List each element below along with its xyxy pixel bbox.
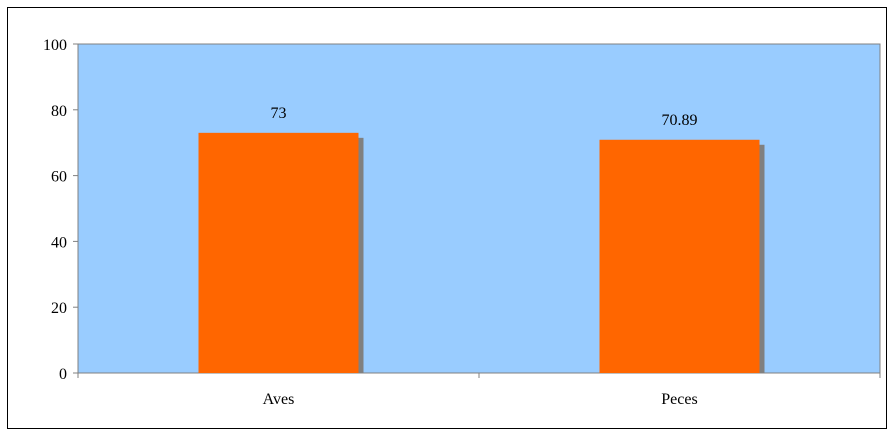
chart-marks: 0 20 40 60 80 100 73 Aves 70.89 Peces <box>43 37 881 408</box>
y-tick-label: 80 <box>51 103 67 120</box>
bar-aves <box>198 132 359 373</box>
x-category-label: Aves <box>263 391 295 408</box>
y-tick-label: 40 <box>51 234 67 251</box>
y-tick-label: 20 <box>51 300 67 317</box>
y-tick-label: 100 <box>43 37 67 54</box>
y-tick-label: 60 <box>51 169 67 186</box>
y-tick-label: 0 <box>59 366 67 383</box>
data-label: 73 <box>271 105 287 122</box>
data-label: 70.89 <box>662 112 698 129</box>
bar-peces <box>599 139 760 373</box>
x-category-label: Peces <box>661 391 697 408</box>
